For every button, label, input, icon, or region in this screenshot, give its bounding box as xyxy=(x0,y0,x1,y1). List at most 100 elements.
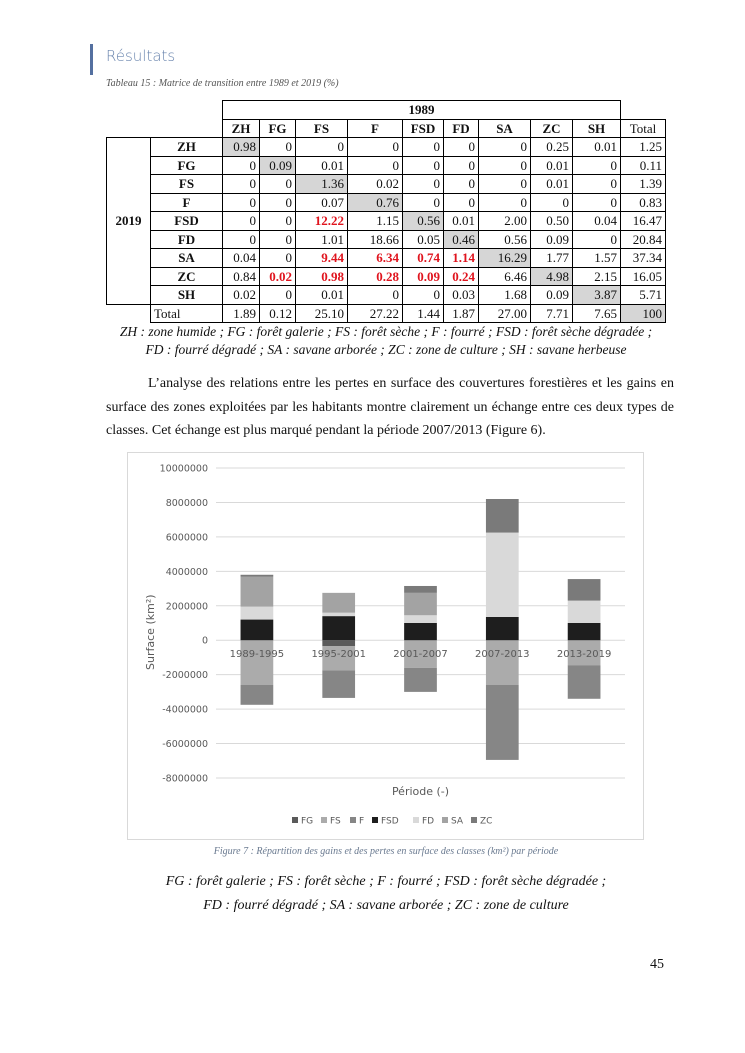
total-cell: 27.22 xyxy=(347,303,403,323)
page-number: 45 xyxy=(650,957,664,972)
bar-segment-fsd xyxy=(567,623,601,641)
stacked-bar-chart: 10000000 8000000 6000000 4000000 2000000 0 -20… xyxy=(144,464,625,827)
table-cell: 0.01 xyxy=(572,137,621,157)
row-group-header: 2019 xyxy=(106,137,151,305)
table-cell: 0 xyxy=(572,174,621,194)
table-cell: 0 xyxy=(347,137,403,157)
table-cell: 0.02 xyxy=(259,266,296,286)
table-cell: 0.56 xyxy=(478,229,531,249)
table-cell: 0 xyxy=(222,229,260,249)
legend-label: FSD xyxy=(381,817,399,827)
transition-matrix-table: 1989 ZH FG FS F FSD FD SA ZC SH Total 2019 ZH 0.98 0 0 0… xyxy=(106,100,666,323)
total-cell: 25.10 xyxy=(295,303,348,323)
x-tick-label: 2007-2013 xyxy=(475,649,530,660)
y-tick-label: -8000000 xyxy=(162,774,208,785)
table-cell: 0 xyxy=(259,248,296,268)
table-cell: 16.05 xyxy=(620,266,666,286)
bar-segment-f xyxy=(485,685,519,760)
total-cell: 0.12 xyxy=(259,303,296,323)
y-tick-label: 6000000 xyxy=(166,532,208,543)
bar-segment-fsd xyxy=(322,616,356,641)
bar-segment-fsd xyxy=(404,623,437,641)
table-cell: 16.29 xyxy=(478,248,531,268)
table-cell: 0.56 xyxy=(402,211,444,231)
total-cell: 7.71 xyxy=(530,303,573,323)
figure-legend-line: FG : forêt galerie ; FS : forêt sèche ; … xyxy=(165,874,607,889)
blank-cell xyxy=(107,101,151,120)
table-cell: 20.84 xyxy=(620,229,666,249)
bar-segment-fd xyxy=(240,606,274,620)
y-tick-label: -2000000 xyxy=(162,670,208,681)
legend-swatch xyxy=(292,817,298,823)
table-row: 2019 ZH 0.98 0 0 0 0 0 0 0.25 0.01 1.25 xyxy=(106,137,666,305)
table-cell: 0 xyxy=(478,192,531,212)
row-header: F xyxy=(150,192,223,212)
table-cell: 0.11 xyxy=(620,155,666,175)
bar-segment-fs xyxy=(567,640,601,666)
table-cell: 0 xyxy=(402,285,444,305)
total-cell: 1.89 xyxy=(222,303,260,323)
table-cell: 1.77 xyxy=(530,248,573,268)
column-group-header: 1989 xyxy=(222,100,621,120)
legend-swatch xyxy=(321,817,327,823)
table-cell: 0 xyxy=(295,137,348,157)
bar-segment-zc xyxy=(404,585,437,593)
table-cell: 0.24 xyxy=(443,266,479,286)
table-cell: 18.66 xyxy=(347,229,403,249)
table-cell: 0.09 xyxy=(530,229,573,249)
legend-swatch xyxy=(372,817,378,823)
x-axis-label: Période (-) xyxy=(392,785,449,798)
header-accent-bar xyxy=(90,44,93,75)
table-cell: 0.25 xyxy=(530,137,573,157)
table-cell: 0.01 xyxy=(443,211,479,231)
table-cell: 1.15 xyxy=(347,211,403,231)
column-header: ZH xyxy=(222,118,260,138)
y-tick-label: -4000000 xyxy=(162,705,208,716)
legend-label: SA xyxy=(451,817,464,827)
table-cell: 0 xyxy=(222,192,260,212)
table-cell: 0 xyxy=(347,155,403,175)
table-cell: 1.39 xyxy=(620,174,666,194)
table-cell: 0 xyxy=(222,155,260,175)
row-header: FS xyxy=(150,174,223,194)
row-header: FD xyxy=(150,229,223,249)
legend-label: FS xyxy=(330,817,341,827)
table-cell: 0 xyxy=(347,285,403,305)
bar-segment-f xyxy=(567,665,601,699)
column-header: SA xyxy=(478,118,531,138)
table-cell: 6.46 xyxy=(478,266,531,286)
bar-segment-zc xyxy=(240,574,274,577)
x-tick-label: 1989-1995 xyxy=(230,649,285,660)
table-cell: 1.01 xyxy=(295,229,348,249)
table-caption: Tableau 15 : Matrice de transition entre… xyxy=(106,78,339,89)
legend-label: F xyxy=(359,817,364,827)
blank-cell xyxy=(107,119,151,138)
table-cell: 9.44 xyxy=(295,248,348,268)
bar-segment-fsd xyxy=(485,616,519,641)
table-cell: 0.01 xyxy=(530,174,573,194)
table-cell: 0 xyxy=(259,229,296,249)
table-cell: 0 xyxy=(443,155,479,175)
table-cell: 1.57 xyxy=(572,248,621,268)
table-cell: 0 xyxy=(572,192,621,212)
row-header: ZC xyxy=(150,266,223,286)
table-legend: ZH : zone humide ; FG : forêt galerie ; … xyxy=(106,323,666,359)
table-cell: 0.09 xyxy=(259,155,296,175)
bar-segment-fd xyxy=(322,612,356,617)
table-cell: 4.98 xyxy=(530,266,573,286)
bar-segment-fs xyxy=(404,640,437,668)
x-tick-label: 1995-2001 xyxy=(311,649,366,660)
legend-swatch xyxy=(471,817,477,823)
table-cell: 1.36 xyxy=(295,174,348,194)
bar-segment-sa xyxy=(240,576,274,607)
x-tick-label: 2001-2007 xyxy=(393,649,448,660)
table-cell: 0.03 xyxy=(443,285,479,305)
table-cell: 1.68 xyxy=(478,285,531,305)
bar-segment-f xyxy=(240,685,274,705)
table-cell: 0.74 xyxy=(402,248,444,268)
bar-segment-sa xyxy=(322,592,356,613)
x-tick-label: 2013-2019 xyxy=(557,649,612,660)
table-cell: 0.01 xyxy=(295,155,348,175)
table-cell: 0.76 xyxy=(347,192,403,212)
table-cell: 0 xyxy=(402,137,444,157)
